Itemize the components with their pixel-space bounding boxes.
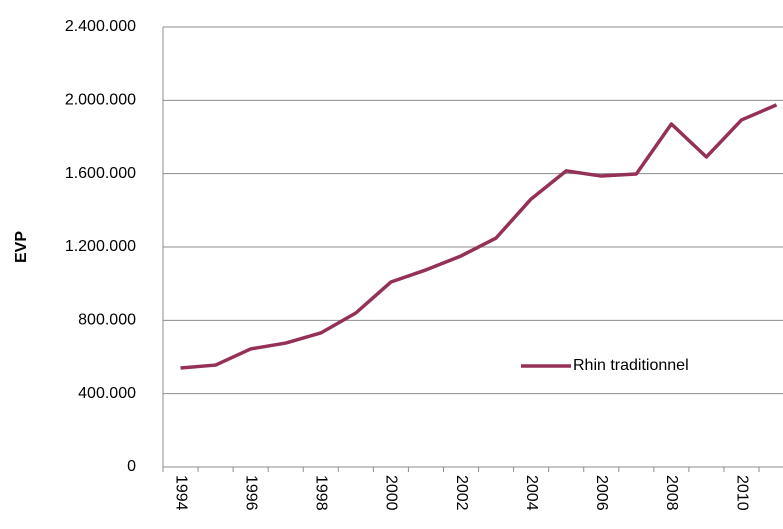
y-tick-label: 400.000 — [78, 385, 136, 402]
x-tick-label: 2006 — [593, 475, 610, 511]
y-tick-label: 2.000.000 — [65, 92, 136, 109]
x-tick-label: 1996 — [242, 475, 259, 511]
x-tick-label: 1998 — [313, 475, 330, 511]
y-tick-label: 0 — [127, 458, 136, 475]
y-tick-label: 800.000 — [78, 312, 136, 329]
x-tick-label: 2000 — [383, 475, 400, 511]
legend-label: Rhin traditionnel — [573, 357, 689, 374]
y-tick-label: 1.600.000 — [65, 165, 136, 182]
x-tick-label: 2008 — [663, 475, 680, 511]
y-tick-label: 1.200.000 — [65, 238, 136, 255]
x-tick-label: 2004 — [523, 475, 540, 511]
x-tick-label: 2010 — [733, 475, 750, 511]
y-axis-label: EVP — [13, 231, 30, 263]
y-tick-label: 2.400.000 — [65, 18, 136, 35]
line-series — [180, 103, 778, 370]
x-tick-label: 2002 — [453, 475, 470, 511]
x-tick-label: 1994 — [172, 475, 189, 511]
